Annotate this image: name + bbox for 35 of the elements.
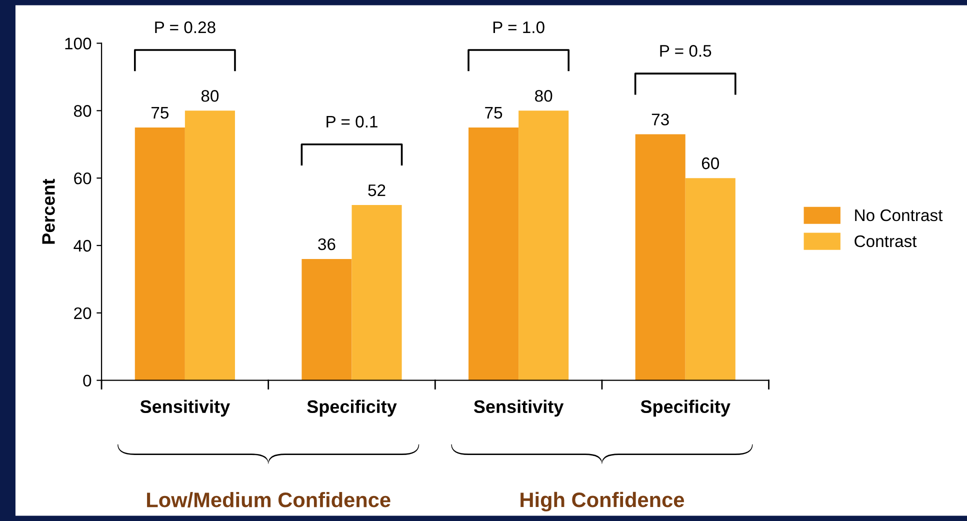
y-axis-title: Percent (42, 178, 55, 244)
annotation: P = 0.5 (660, 45, 712, 57)
data-label: 80 (201, 90, 219, 102)
data-label: 36 (318, 238, 336, 250)
y-tick-label: 100 (65, 38, 92, 50)
bar (468, 128, 519, 380)
y-tick-label: 80 (74, 105, 92, 117)
bar (635, 134, 686, 380)
data-label: 52 (368, 184, 386, 196)
bar (302, 258, 352, 380)
x-tick-label: Sensitivity (140, 400, 230, 417)
text: Low/Medium Confidence (147, 492, 390, 508)
text: P = 0.28 (155, 21, 216, 34)
data-label: 75 (485, 107, 502, 119)
data-label: 80 (535, 90, 552, 102)
y-tick-label: 20 (74, 307, 92, 320)
bar (184, 110, 235, 380)
legend-label: No Contrast (855, 209, 943, 222)
data-label: 60 (702, 157, 719, 170)
data-label: 73 (652, 114, 669, 126)
data-label: 75 (152, 107, 168, 119)
legend-label: Contrast (854, 235, 917, 248)
y-tick-label: 40 (74, 240, 92, 252)
annotation: P = 0.1 (326, 116, 378, 128)
text: P = 1.0 (493, 21, 544, 34)
bar (685, 178, 736, 380)
x-tick-label: Specificity (640, 400, 730, 417)
y-tick-label: 0 (83, 374, 92, 387)
y-tick-label: 60 (74, 172, 92, 184)
bar (352, 205, 402, 380)
bar (518, 110, 569, 380)
text: High Confidence (520, 492, 684, 512)
x-tick-label: Sensitivity (474, 400, 564, 417)
x-tick-label: Specificity (307, 400, 397, 417)
bar (134, 128, 185, 380)
